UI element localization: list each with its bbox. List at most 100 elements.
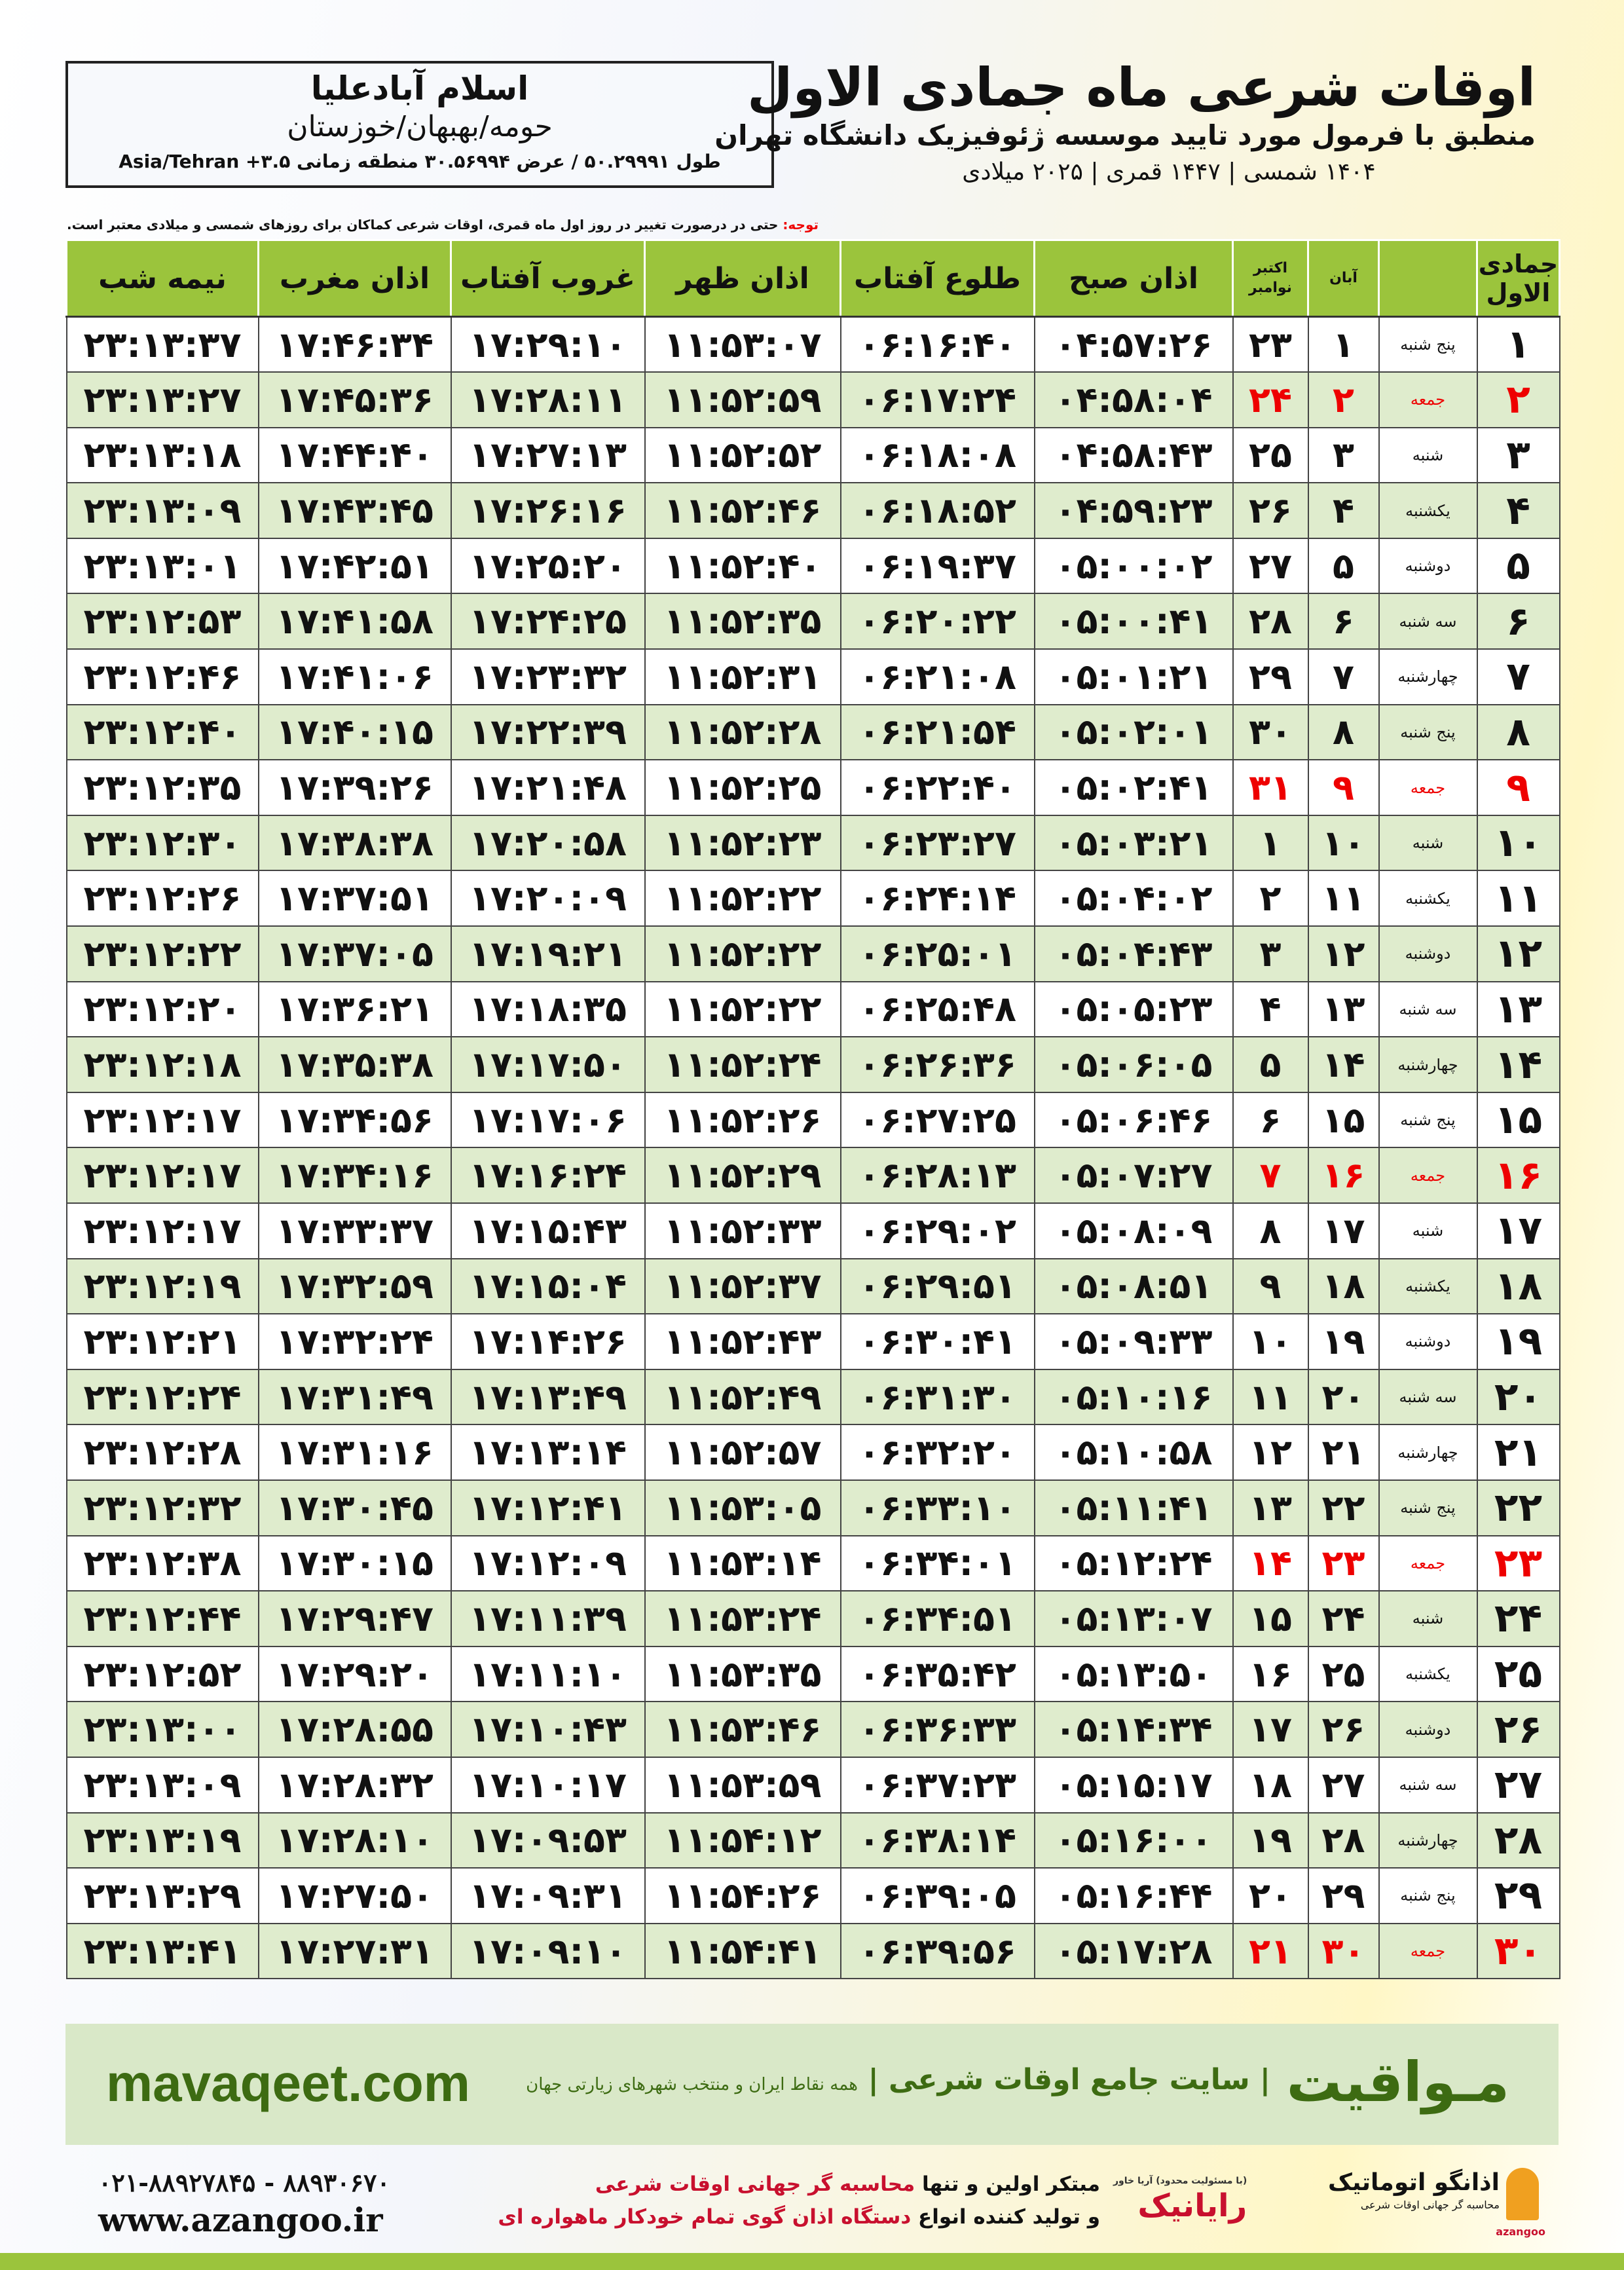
- cell-maghrib: ۱۷:۳۲:۲۴: [257, 1313, 452, 1370]
- cell-ghurub: ۱۷:۲۷:۱۳: [450, 426, 646, 484]
- cell-maghrib: ۱۷:۳۰:۴۵: [257, 1479, 452, 1536]
- cell-weekday: جمعه: [1378, 759, 1478, 816]
- cell-ghurub: ۱۷:۱۵:۰۴: [450, 1257, 646, 1315]
- cell-zohr: ۱۱:۵۲:۴۰: [644, 537, 841, 595]
- location-box: اسلام آبادعلیا حومه/بهبهان/خوزستان طول ۵…: [65, 61, 774, 188]
- cell-ghurub: ۱۷:۱۲:۴۱: [450, 1479, 646, 1536]
- cell-ghurub: ۱۷:۱۰:۱۷: [450, 1756, 646, 1814]
- cell-tolu: ۰۶:۳۰:۴۱: [840, 1313, 1035, 1370]
- cell-maghrib: ۱۷:۳۵:۳۸: [257, 1036, 452, 1093]
- cell-ghurub: ۱۷:۲۶:۱۶: [450, 482, 646, 539]
- cell-ghurub: ۱۷:۱۰:۴۳: [450, 1701, 646, 1758]
- cell-miladi: ۳: [1232, 925, 1309, 982]
- cell-nime: ۲۳:۱۳:۱۹: [65, 1812, 259, 1869]
- table-row: ۱۵ پنج شنبه ۱۵ ۶ ۰۵:۰۶:۴۶ ۰۶:۲۷:۲۵ ۱۱:۵۲:۲۶ ۱۷:…: [65, 1091, 1560, 1149]
- cell-maghrib: ۱۷:۴۶:۳۴: [257, 316, 452, 373]
- rayanik-small: (با مسئولیت محدود) آریا خاور: [1113, 2176, 1247, 2186]
- cell-miladi: ۲۸: [1232, 593, 1309, 650]
- cell-tolu: ۰۶:۱۸:۰۸: [840, 426, 1035, 484]
- cell-nime: ۲۳:۱۳:۲۹: [65, 1867, 259, 1924]
- cell-miladi: ۲۵: [1232, 426, 1309, 484]
- cell-miladi: ۲۰: [1232, 1867, 1309, 1924]
- cell-zohr: ۱۱:۵۳:۰۵: [644, 1479, 841, 1536]
- cell-weekday: یکشنبه: [1378, 1645, 1478, 1703]
- cell-nime: ۲۳:۱۳:۳۷: [65, 316, 259, 373]
- cell-tolu: ۰۶:۲۲:۴۰: [840, 759, 1035, 816]
- table-row: ۱ پنج شنبه ۱ ۲۳ ۰۴:۵۷:۲۶ ۰۶:۱۶:۴۰ ۱۱:۵۳:۰۷ ۱۷:۲…: [65, 316, 1560, 373]
- cell-weekday: جمعه: [1378, 1535, 1478, 1592]
- cell-ghurub: ۱۷:۱۴:۲۶: [450, 1313, 646, 1370]
- cell-zohr: ۱۱:۵۳:۴۶: [644, 1701, 841, 1758]
- cell-tolu: ۰۶:۳۸:۱۴: [840, 1812, 1035, 1869]
- cell-zohr: ۱۱:۵۲:۲۵: [644, 759, 841, 816]
- cell-weekday: چهارشنبه: [1378, 1812, 1478, 1869]
- cell-tolu: ۰۶:۲۴:۱۴: [840, 870, 1035, 927]
- table-row: ۳ شنبه ۳ ۲۵ ۰۴:۵۸:۴۳ ۰۶:۱۸:۰۸ ۱۱:۵۲:۵۲ ۱۷:۲۷:۱۳…: [65, 426, 1560, 484]
- cell-sobh: ۰۵:۰۹:۳۳: [1033, 1313, 1234, 1370]
- table-row: ۵ دوشنبه ۵ ۲۷ ۰۵:۰۰:۰۲ ۰۶:۱۹:۳۷ ۱۱:۵۲:۴۰ ۱۷:۲۵:…: [65, 537, 1560, 595]
- cell-weekday: جمعه: [1378, 371, 1478, 428]
- table-row: ۱۰ شنبه ۱۰ ۱ ۰۵:۰۳:۲۱ ۰۶:۲۳:۲۷ ۱۱:۵۲:۲۳ ۱۷:۲۰:۵…: [65, 814, 1560, 872]
- cell-day: ۱۸: [1476, 1257, 1560, 1315]
- cell-nime: ۲۳:۱۲:۱۸: [65, 1036, 259, 1093]
- cell-weekday: دوشنبه: [1378, 1313, 1478, 1370]
- azangoo-link[interactable]: www.azangoo.ir: [98, 2201, 383, 2239]
- cell-aban: ۱۹: [1307, 1313, 1380, 1370]
- cell-tolu: ۰۶:۲۵:۴۸: [840, 980, 1035, 1038]
- cell-nime: ۲۳:۱۲:۲۸: [65, 1424, 259, 1481]
- cell-weekday: پنج شنبه: [1378, 1867, 1478, 1924]
- header-row: جمادی الاول آبان اکتبر نوامبر اذان صبح ط…: [65, 239, 1560, 318]
- cell-weekday: پنج شنبه: [1378, 1091, 1478, 1149]
- cell-maghrib: ۱۷:۳۴:۵۶: [257, 1091, 452, 1149]
- cell-nime: ۲۳:۱۳:۰۹: [65, 1756, 259, 1814]
- table-row: ۱۲ دوشنبه ۱۲ ۳ ۰۵:۰۴:۴۳ ۰۶:۲۵:۰۱ ۱۱:۵۲:۲۲ ۱۷:۱۹…: [65, 925, 1560, 982]
- cell-weekday: شنبه: [1378, 1590, 1478, 1647]
- header-zohr: اذان ظهر: [644, 239, 841, 318]
- cell-nime: ۲۳:۱۲:۱۷: [65, 1147, 259, 1204]
- cell-weekday: دوشنبه: [1378, 1701, 1478, 1758]
- cell-miladi: ۱۴: [1232, 1535, 1309, 1592]
- note-label: توجه:: [783, 217, 819, 233]
- cell-zohr: ۱۱:۵۴:۴۱: [644, 1922, 841, 1980]
- note-text: حتی در درصورت تغییر در روز اول ماه قمری،…: [67, 217, 783, 233]
- table-row: ۲۳ جمعه ۲۳ ۱۴ ۰۵:۱۲:۲۴ ۰۶:۳۴:۰۱ ۱۱:۵۳:۱۴ ۱۷:۱۲:…: [65, 1535, 1560, 1592]
- cell-day: ۱۷: [1476, 1202, 1560, 1259]
- cell-tolu: ۰۶:۳۵:۴۲: [840, 1645, 1035, 1703]
- cell-sobh: ۰۵:۰۰:۴۱: [1033, 593, 1234, 650]
- cell-ghurub: ۱۷:۰۹:۱۰: [450, 1922, 646, 1980]
- cell-nime: ۲۳:۱۲:۵۲: [65, 1645, 259, 1703]
- cell-ghurub: ۱۷:۲۱:۴۸: [450, 759, 646, 816]
- table-row: ۱۱ یکشنبه ۱۱ ۲ ۰۵:۰۴:۰۲ ۰۶:۲۴:۱۴ ۱۱:۵۲:۲۲ ۱۷:۲۰…: [65, 870, 1560, 927]
- title-block: اوقات شرعی ماه جمادی الاول منطبق با فرمو…: [714, 58, 1536, 187]
- cell-aban: ۲۰: [1307, 1368, 1380, 1426]
- cell-maghrib: ۱۷:۳۱:۴۹: [257, 1368, 452, 1426]
- cell-tolu: ۰۶:۲۷:۲۵: [840, 1091, 1035, 1149]
- cell-sobh: ۰۵:۱۳:۰۷: [1033, 1590, 1234, 1647]
- table-row: ۷ چهارشنبه ۷ ۲۹ ۰۵:۰۱:۲۱ ۰۶:۲۱:۰۸ ۱۱:۵۲:۳۱ ۱۷:۲…: [65, 648, 1560, 705]
- cell-zohr: ۱۱:۵۲:۲۸: [644, 703, 841, 761]
- header-aban: آبان: [1307, 239, 1380, 318]
- cell-maghrib: ۱۷:۳۹:۲۶: [257, 759, 452, 816]
- table-row: ۴ یکشنبه ۴ ۲۶ ۰۴:۵۹:۲۳ ۰۶:۱۸:۵۲ ۱۱:۵۲:۴۶ ۱۷:۲۶:…: [65, 482, 1560, 539]
- cell-aban: ۲۲: [1307, 1479, 1380, 1536]
- cell-aban: ۴: [1307, 482, 1380, 539]
- table-row: ۲۱ چهارشنبه ۲۱ ۱۲ ۰۵:۱۰:۵۸ ۰۶:۳۲:۲۰ ۱۱:۵۲:۵۷ ۱۷…: [65, 1424, 1560, 1481]
- cell-tolu: ۰۶:۳۹:۵۶: [840, 1922, 1035, 1980]
- cell-day: ۲۹: [1476, 1867, 1560, 1924]
- cell-day: ۱۶: [1476, 1147, 1560, 1204]
- cell-weekday: دوشنبه: [1378, 537, 1478, 595]
- cell-day: ۲۳: [1476, 1535, 1560, 1592]
- cell-day: ۱۴: [1476, 1036, 1560, 1093]
- cell-aban: ۱۳: [1307, 980, 1380, 1038]
- cell-ghurub: ۱۷:۱۵:۴۳: [450, 1202, 646, 1259]
- cell-weekday: چهارشنبه: [1378, 1424, 1478, 1481]
- cell-tolu: ۰۶:۲۹:۵۱: [840, 1257, 1035, 1315]
- cell-miladi: ۹: [1232, 1257, 1309, 1315]
- cell-ghurub: ۱۷:۲۳:۳۲: [450, 648, 646, 705]
- cell-maghrib: ۱۷:۲۹:۲۰: [257, 1645, 452, 1703]
- cell-miladi: ۲۷: [1232, 537, 1309, 595]
- cell-sobh: ۰۵:۱۰:۱۶: [1033, 1368, 1234, 1426]
- cell-zohr: ۱۱:۵۲:۳۳: [644, 1202, 841, 1259]
- site-link[interactable]: mavaqeet.com: [106, 2054, 470, 2112]
- cell-ghurub: ۱۷:۱۹:۲۱: [450, 925, 646, 982]
